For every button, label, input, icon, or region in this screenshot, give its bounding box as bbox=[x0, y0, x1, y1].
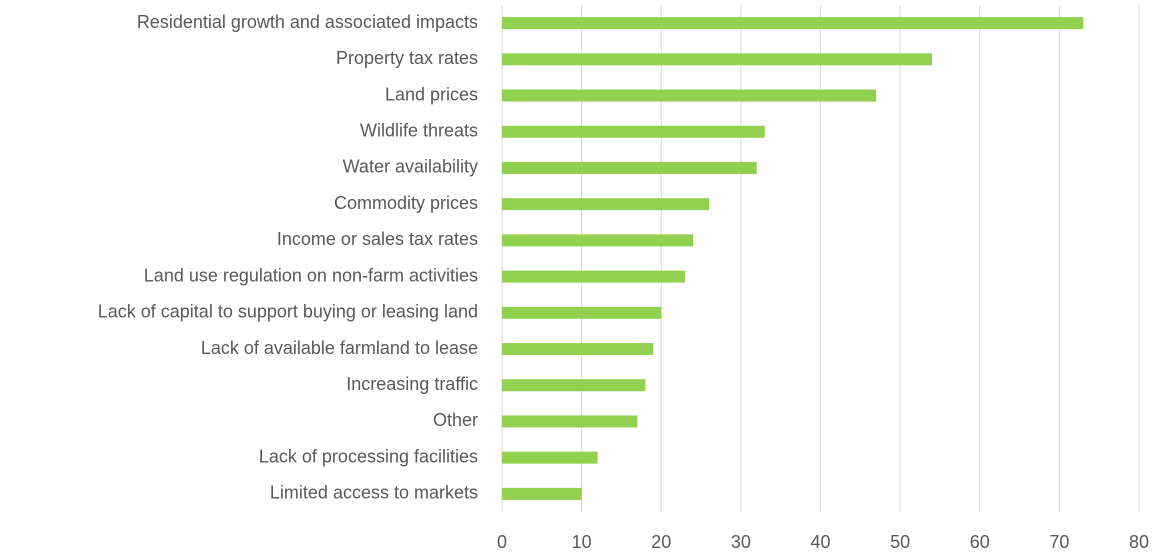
bar bbox=[502, 415, 638, 428]
y-tick-label: Increasing traffic bbox=[346, 374, 478, 394]
y-tick-label: Commodity prices bbox=[334, 193, 478, 213]
bar bbox=[502, 306, 662, 319]
bar bbox=[502, 234, 694, 247]
y-tick-label: Residential growth and associated impact… bbox=[137, 12, 478, 32]
y-tick-label: Income or sales tax rates bbox=[277, 229, 478, 249]
bar bbox=[502, 89, 877, 102]
bar bbox=[502, 270, 686, 283]
y-tick-label: Other bbox=[433, 410, 478, 430]
y-tick-label: Lack of processing facilities bbox=[259, 446, 478, 466]
y-tick-label: Property tax rates bbox=[336, 48, 478, 68]
x-tick-label: 30 bbox=[731, 532, 751, 552]
bar bbox=[502, 53, 932, 66]
y-tick-label: Water availability bbox=[343, 157, 478, 177]
bar bbox=[502, 125, 765, 138]
y-tick-label: Lack of capital to support buying or lea… bbox=[98, 302, 478, 322]
bar bbox=[502, 17, 1084, 30]
y-tick-label: Lack of available farmland to lease bbox=[201, 338, 478, 358]
x-tick-label: 40 bbox=[810, 532, 830, 552]
bar bbox=[502, 451, 598, 464]
x-tick-label: 60 bbox=[970, 532, 990, 552]
x-tick-label: 10 bbox=[572, 532, 592, 552]
x-tick-label: 50 bbox=[890, 532, 910, 552]
bar bbox=[502, 487, 582, 500]
bar bbox=[502, 343, 654, 356]
bar bbox=[502, 161, 757, 174]
y-tick-label: Limited access to markets bbox=[270, 483, 478, 503]
y-tick-label: Land prices bbox=[385, 84, 478, 104]
x-tick-label: 70 bbox=[1049, 532, 1069, 552]
y-tick-label: Wildlife threats bbox=[360, 121, 478, 141]
x-tick-label: 0 bbox=[497, 532, 507, 552]
bar bbox=[502, 198, 710, 211]
x-tick-label: 80 bbox=[1129, 532, 1149, 552]
bar bbox=[502, 379, 646, 392]
x-tick-label: 20 bbox=[651, 532, 671, 552]
y-tick-label: Land use regulation on non-farm activiti… bbox=[144, 265, 478, 285]
